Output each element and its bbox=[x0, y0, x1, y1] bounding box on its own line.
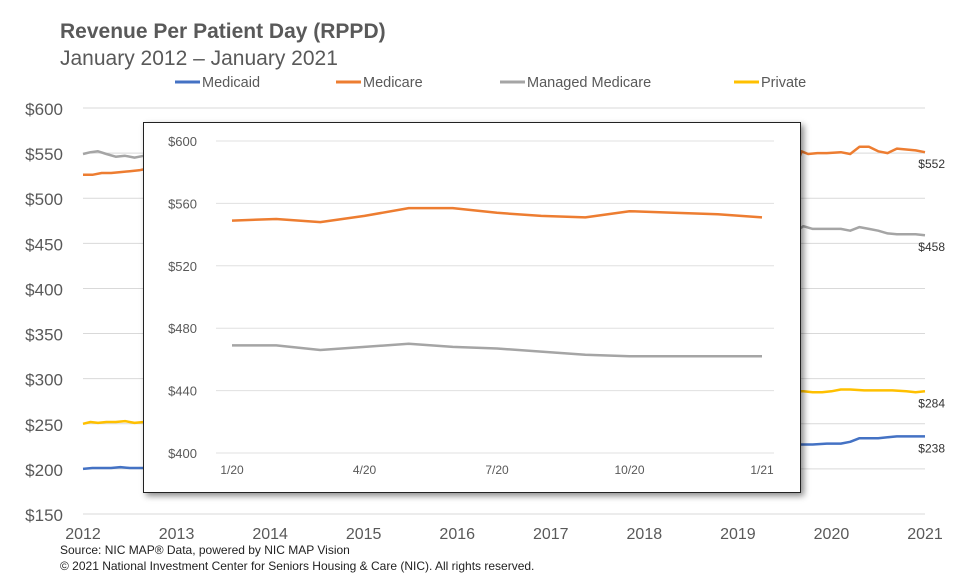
series-line-medicare bbox=[792, 145, 926, 175]
series-line-medicaid bbox=[82, 465, 149, 471]
x-tick-label: 2021 bbox=[907, 526, 943, 543]
x-tick-label: 2016 bbox=[439, 526, 475, 543]
x-tick-label: 2012 bbox=[65, 526, 101, 543]
inset-series-line-medicare bbox=[231, 206, 763, 224]
end-data-label-private: $284 bbox=[918, 396, 945, 410]
y-tick-label: $500 bbox=[25, 190, 63, 209]
x-tick-label: 2013 bbox=[159, 526, 195, 543]
y-tick-label: $350 bbox=[25, 326, 63, 345]
inset-y-tick-label: $440 bbox=[168, 384, 197, 399]
chart-subtitle: January 2012 – January 2021 bbox=[60, 47, 338, 70]
end-data-label-medicaid: $238 bbox=[918, 441, 945, 455]
legend-label-managed-medicare: Managed Medicare bbox=[527, 75, 651, 91]
inset-y-tick-label: $520 bbox=[168, 259, 197, 274]
legend-label-medicaid: Medicaid bbox=[202, 75, 260, 91]
y-tick-label: $550 bbox=[25, 145, 63, 164]
series-line-medicare bbox=[83, 167, 149, 177]
chart-title: Revenue Per Patient Day (RPPD) bbox=[60, 20, 386, 43]
inset-x-tick-label: 1/21 bbox=[750, 463, 774, 477]
inset-y-tick-label: $600 bbox=[168, 134, 197, 149]
y-tick-label: $200 bbox=[25, 461, 63, 480]
y-tick-label: $600 bbox=[25, 100, 63, 119]
copyright-note: © 2021 National Investment Center for Se… bbox=[60, 559, 535, 573]
x-tick-label: 2020 bbox=[814, 526, 850, 543]
x-tick-label: 2019 bbox=[720, 526, 756, 543]
series-line-private bbox=[82, 419, 149, 426]
series-line-private bbox=[794, 388, 926, 394]
inset-chart-panel: $600 $560 $520 $480 $440 $400 1/20 4/20 7/20 10/2… bbox=[143, 122, 801, 493]
x-tick-label: 2014 bbox=[252, 526, 288, 543]
inset-x-tick-label: 10/20 bbox=[614, 463, 644, 477]
x-tick-label: 2017 bbox=[533, 526, 569, 543]
source-note: Source: NIC MAP® Data, powered by NIC MA… bbox=[60, 543, 350, 557]
y-tick-label: $250 bbox=[25, 416, 63, 435]
series-line-medicaid bbox=[784, 435, 925, 447]
end-data-label-medicare: $552 bbox=[918, 157, 945, 171]
x-tick-label: 2018 bbox=[627, 526, 663, 543]
end-data-label-managed-medicare: $458 bbox=[918, 240, 945, 254]
series-line-managed-medicare bbox=[793, 224, 926, 237]
x-tick-label: 2015 bbox=[346, 526, 382, 543]
inset-x-tick-label: 4/20 bbox=[353, 463, 377, 477]
inset-y-tick-label: $560 bbox=[168, 196, 197, 211]
inset-y-tick-label: $400 bbox=[168, 446, 197, 461]
y-tick-label: $400 bbox=[25, 280, 63, 299]
inset-series-line-managed-medicare bbox=[232, 342, 762, 358]
series-line-managed-medicare bbox=[82, 150, 149, 159]
inset-x-tick-label: 1/20 bbox=[220, 463, 244, 477]
inset-chart: $600 $560 $520 $480 $440 $400 1/20 4/20 7/20 10/2… bbox=[168, 134, 774, 477]
inset-y-tick-label: $480 bbox=[168, 321, 197, 336]
y-tick-label: $150 bbox=[25, 506, 63, 525]
legend-label-medicare: Medicare bbox=[363, 75, 423, 91]
legend-label-private: Private bbox=[761, 75, 806, 91]
inset-x-tick-label: 7/20 bbox=[485, 463, 509, 477]
y-tick-label: $450 bbox=[25, 235, 63, 254]
y-tick-label: $300 bbox=[25, 371, 63, 390]
